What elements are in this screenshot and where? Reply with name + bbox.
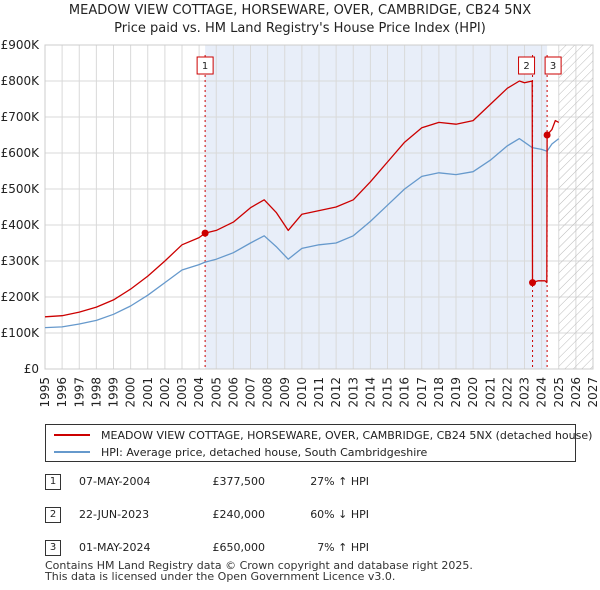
forecast-hatch-area [558, 45, 593, 369]
footer-copyright: Contains HM Land Registry data © Crown c… [45, 559, 473, 572]
x-tick-label: 2010 [295, 377, 309, 408]
legend: MEADOW VIEW COTTAGE, HORSEWARE, OVER, CA… [45, 424, 592, 462]
x-tick-label: 2001 [141, 377, 155, 408]
x-tick-label: 2024 [535, 377, 549, 408]
sale-number: 3 [45, 540, 61, 556]
gridlines [44, 44, 594, 370]
axis-tick-labels: £0 £100K £200K £300K £400K £500K £600K £700K £80… [1, 38, 600, 408]
x-tick-label: 2023 [518, 377, 532, 408]
sale-date: 07-MAY-2004 [79, 475, 151, 488]
x-tick-label: 1999 [107, 377, 121, 408]
sale-row: 1 07-MAY-2004 £377,500 27% ↑ HPI [45, 474, 576, 492]
x-tick-label: 2015 [381, 377, 395, 408]
y-tick-label: £600K [1, 146, 41, 160]
legend-item-hpi: HPI: Average price, detached house, Sout… [54, 444, 427, 460]
x-tick-label: 2022 [500, 377, 514, 408]
sale-point-2 [529, 279, 537, 287]
future-hatch [558, 45, 593, 369]
legend-swatch-red [54, 434, 90, 436]
y-tick-label: £400K [1, 218, 41, 232]
event-badge-label-3: 3 [550, 61, 556, 72]
legend-swatch-blue [54, 451, 90, 453]
x-tick-label: 2021 [483, 377, 497, 408]
sale-hpi-change: 60% ↓ HPI [310, 508, 369, 521]
x-tick-label: 2004 [192, 377, 206, 408]
sale-date: 01-MAY-2024 [79, 541, 151, 554]
sale-point-1 [201, 229, 209, 237]
y-tick-label: £0 [24, 362, 39, 376]
x-tick-label: 2016 [398, 377, 412, 408]
sale-point-3 [543, 131, 551, 139]
x-tick-label: 2025 [552, 377, 566, 408]
x-tick-label: 2014 [363, 377, 377, 408]
y-tick-label: £700K [1, 110, 41, 124]
x-tick-label: 2018 [432, 377, 446, 408]
footer: Contains HM Land Registry data © Crown c… [45, 560, 473, 582]
y-tick-label: £200K [1, 290, 41, 304]
x-tick-label: 2006 [226, 377, 240, 408]
x-tick-label: 2003 [175, 377, 189, 408]
x-tick-label: 1997 [72, 377, 86, 408]
x-tick-label: 2019 [449, 377, 463, 408]
x-tick-label: 2017 [415, 377, 429, 408]
event-badge-label-1: 1 [202, 61, 208, 72]
series-lines [44, 80, 560, 329]
sale-date: 22-JUN-2023 [79, 508, 150, 521]
sale-price: £650,000 [212, 541, 266, 554]
x-tick-label: 2013 [346, 377, 360, 408]
sale-hpi-change: 27% ↑ HPI [310, 475, 369, 488]
y-tick-label: £100K [1, 326, 41, 340]
y-tick-label: £900K [1, 38, 41, 52]
hpi-line [44, 137, 560, 329]
event-badge-2 [518, 56, 536, 75]
x-tick-label: 2007 [244, 377, 258, 408]
x-tick-label: 1996 [55, 377, 69, 408]
x-tick-label: 2011 [312, 377, 326, 408]
y-tick-label: £500K [1, 182, 41, 196]
x-tick-label: 2027 [586, 377, 600, 408]
x-tick-label: 2000 [124, 377, 138, 408]
ownership-band [205, 45, 548, 369]
sale-row: 3 01-MAY-2024 £650,000 7% ↑ HPI [45, 540, 576, 558]
title-line-1: MEADOW VIEW COTTAGE, HORSEWARE, OVER, CA… [68, 3, 532, 18]
x-tick-label: 2020 [466, 377, 480, 408]
sale-hpi-change: 7% ↑ HPI [317, 541, 369, 554]
x-tick-label: 2012 [329, 377, 343, 408]
x-tick-label: 1998 [89, 377, 103, 408]
x-tick-label: 2009 [278, 377, 292, 408]
x-tick-label: 1995 [38, 377, 52, 408]
x-tick-label: 2002 [158, 377, 172, 408]
legend-item-property: MEADOW VIEW COTTAGE, HORSEWARE, OVER, CA… [54, 427, 592, 443]
price-chart: 1 2 3 £0 £100K £200K £300K £400K £500K £600K £700… [1, 38, 600, 408]
sale-price: £240,000 [212, 508, 266, 521]
y-tick-label: £800K [1, 74, 41, 88]
sale-number: 1 [45, 474, 61, 490]
legend-label-property: MEADOW VIEW COTTAGE, HORSEWARE, OVER, CA… [101, 428, 593, 442]
sale-price: £377,500 [212, 475, 266, 488]
title-line-2: Price paid vs. HM Land Registry's House … [114, 21, 486, 36]
chart-title: MEADOW VIEW COTTAGE, HORSEWARE, OVER, CA… [0, 2, 600, 38]
event-badge-label-2: 2 [523, 61, 529, 72]
x-tick-label: 2008 [261, 377, 275, 408]
x-tick-label: 2005 [209, 377, 223, 408]
x-tick-label: 2026 [569, 377, 583, 408]
legend-label-hpi: HPI: Average price, detached house, Sout… [101, 445, 428, 459]
sale-row: 2 22-JUN-2023 £240,000 60% ↓ HPI [45, 507, 576, 525]
event-badge-1 [196, 56, 214, 75]
event-badge-3 [544, 56, 562, 75]
sale-number: 2 [45, 507, 61, 523]
y-tick-label: £300K [1, 254, 41, 268]
footer-licence: This data is licensed under the Open Gov… [45, 570, 396, 583]
